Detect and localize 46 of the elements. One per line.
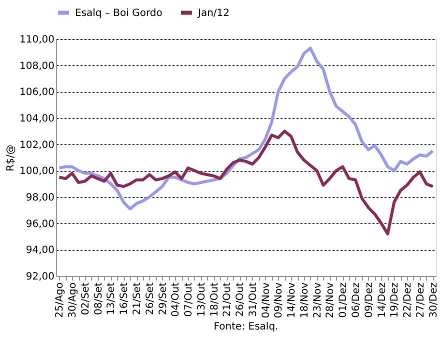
x-tick-label: 08/Set <box>93 282 104 316</box>
y-tick-label: 110,00 <box>20 34 54 46</box>
x-tick-label: 09/Nov <box>274 282 285 318</box>
x-tick-label: 18/Nov <box>299 282 310 318</box>
y-tick-label: 98,00 <box>26 192 54 204</box>
x-tick-label: 01/Dez <box>338 282 350 318</box>
x-tick-label: 04/Nov <box>260 282 272 318</box>
x-tick-label: 25/Ago <box>54 282 66 318</box>
x-tick-label: 28/Nov <box>325 282 336 318</box>
y-tick-label: 94,00 <box>26 245 54 256</box>
x-tick-label: 14/Nov <box>286 282 298 318</box>
y-tick-label: 108,00 <box>20 60 54 72</box>
y-tick-label: 92,00 <box>26 272 54 282</box>
source-note: Fonte: Esalq. <box>214 322 278 333</box>
y-tick-label: 104,00 <box>20 114 54 124</box>
x-tick-label: 21/Out <box>222 282 234 317</box>
x-tick-label: 29/Set <box>158 282 169 316</box>
legend-label: Esalq – Boi Gordo <box>75 8 162 19</box>
x-tick-label: 22/Dez <box>402 282 414 318</box>
x-tick-label: 14/Dez <box>376 282 388 318</box>
y-tick-label: 100,00 <box>20 166 54 178</box>
x-tick-label: 26/Out <box>235 282 246 317</box>
x-tick-label: 18/Out <box>209 282 220 317</box>
x-tick-label: 16/Set <box>119 282 130 316</box>
y-axis-title: R$/@ <box>6 144 17 172</box>
x-tick-label: 30/Dez <box>428 282 440 318</box>
line-series <box>58 130 434 236</box>
x-tick-label: 23/Nov <box>312 282 324 318</box>
y-tick-label: 102,00 <box>20 140 54 151</box>
x-tick-label: 07/Out <box>184 282 195 317</box>
line-series <box>58 46 434 210</box>
x-tick-label: 13/Set <box>106 282 118 316</box>
x-tick-label: 31/Out <box>248 282 259 317</box>
x-tick-label: 30/Ago <box>68 282 79 318</box>
x-tick-label: 13/Out <box>196 282 208 317</box>
x-tick-label: 26/Set <box>144 282 156 316</box>
y-tick-label: 96,00 <box>26 218 54 230</box>
x-tick-label: 19/Dez <box>390 282 401 318</box>
x-tick-label: 27/Dez <box>415 282 426 318</box>
x-tick-label: 21/Set <box>132 282 144 316</box>
x-tick-label: 06/Dez <box>350 282 362 318</box>
x-tick-label: 09/Dez <box>364 282 375 318</box>
y-tick-label: 106,00 <box>20 87 54 98</box>
x-tick-label: 04/Out <box>170 282 182 317</box>
x-tick-label: 02/Set <box>80 282 92 316</box>
legend-label: Jan/12 <box>197 8 230 19</box>
